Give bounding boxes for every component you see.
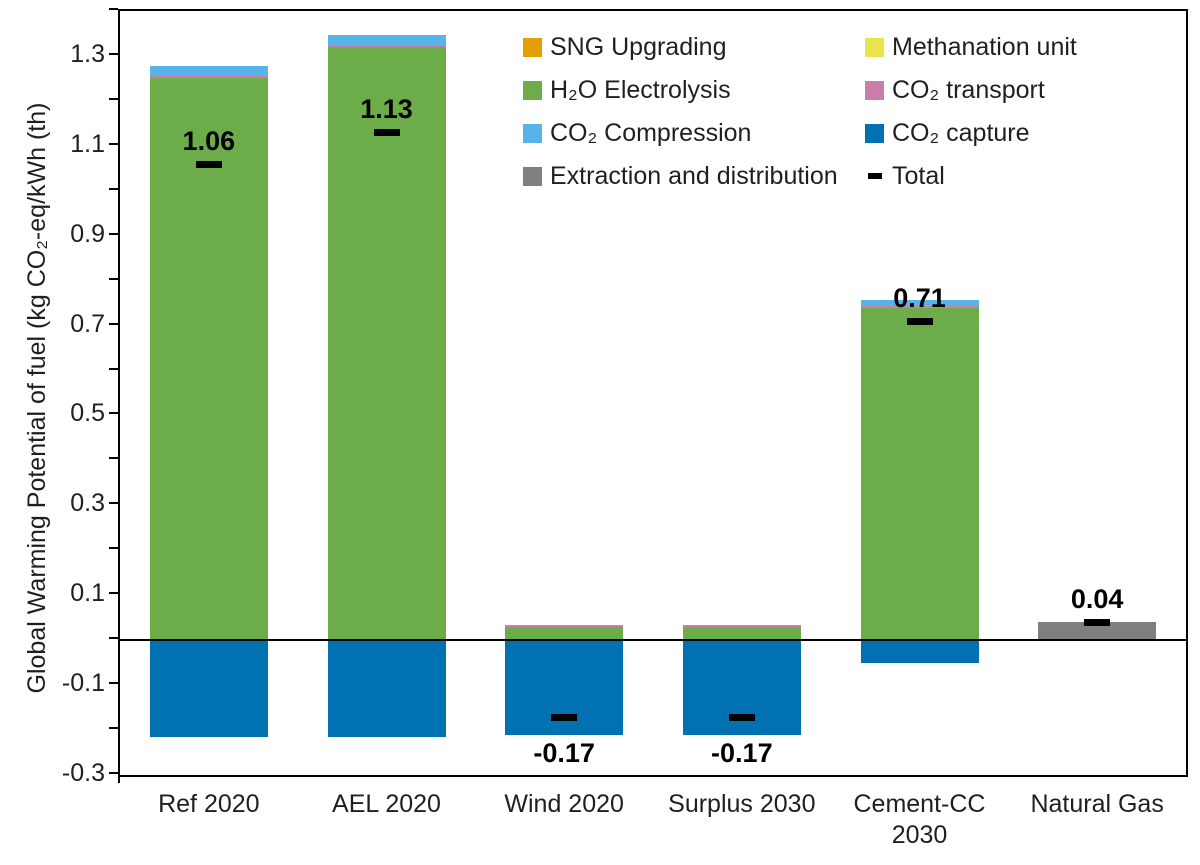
- y-axis-tick: [109, 187, 118, 190]
- y-axis-tick: [109, 547, 118, 550]
- y-axis-tick: [109, 682, 118, 685]
- co2-transport-segment: [149, 76, 268, 79]
- total-marker: [1084, 619, 1111, 627]
- co2-capture-segment: [149, 640, 268, 737]
- legend-label: CO₂ transport: [892, 75, 1045, 104]
- legend-label: Extraction and distribution: [550, 161, 838, 190]
- legend-item: Extraction and distribution: [523, 161, 838, 191]
- legend-item: CO₂ transport: [865, 75, 1077, 105]
- legend-label: CO₂ capture: [892, 118, 1030, 147]
- legend-column: Methanation unit CO₂ transport CO₂ capture…: [865, 32, 1077, 204]
- legend-label: Methanation unit: [892, 32, 1077, 61]
- y-tick-label: 0.7: [70, 309, 105, 338]
- total-marker: [195, 160, 222, 168]
- total-dash-icon: [868, 173, 882, 179]
- legend-item: CO₂ capture: [865, 118, 1077, 148]
- plot-area: 1.3 1.1 0.9 0.7 0.5 0.3 0.1 -0.1 -0.3 1.06 1.13 -0.…: [62, 8, 1188, 787]
- x-axis-label: Ref 2020: [158, 790, 260, 818]
- co2-compression-segment: [327, 34, 446, 45]
- y-tick-label: 0.5: [70, 399, 105, 428]
- total-value-label: 1.13: [360, 94, 413, 125]
- y-axis-tick: [109, 8, 118, 10]
- co2-compression-segment: [149, 66, 268, 77]
- h2o-electrolysis-segment: [860, 307, 979, 641]
- zero-line: [120, 639, 1186, 642]
- h2o-electrolysis-segment: [682, 626, 801, 641]
- y-axis-tick: [109, 142, 118, 145]
- h2o-electrolysis-segment: [149, 78, 268, 641]
- y-tick-label: 0.9: [70, 219, 105, 248]
- legend-item: H₂O Electrolysis: [523, 75, 838, 105]
- total-value-label: -0.17: [711, 737, 773, 768]
- total-value-label: 1.06: [182, 125, 236, 156]
- y-axis-tick: [109, 637, 118, 640]
- h2o-electrolysis-segment: [505, 626, 624, 641]
- co2-compression-segment: [860, 299, 979, 306]
- y-tick-label: -0.1: [61, 669, 105, 698]
- legend-item: Methanation unit: [865, 32, 1077, 62]
- x-axis-label: Wind 2020: [504, 790, 624, 818]
- y-tick-label: -0.3: [61, 759, 105, 787]
- x-axis-label: Cement-CC 2030: [853, 790, 986, 849]
- y-tick-label: 0.1: [70, 579, 105, 608]
- co2-transport-segment: [327, 44, 446, 47]
- legend-label: H₂O Electrolysis: [550, 75, 731, 104]
- y-axis-tick: [109, 52, 118, 55]
- legend-label: Total: [892, 161, 945, 190]
- y-axis-tick: [109, 232, 118, 235]
- y-axis-tick: [109, 322, 118, 325]
- legend-swatch-icon: [523, 123, 542, 143]
- legend-item: SNG Upgrading: [523, 32, 838, 62]
- y-axis-tick: [109, 772, 118, 774]
- total-value-label: 0.04: [1070, 584, 1124, 615]
- total-value-label: -0.17: [533, 737, 595, 768]
- legend-column: SNG Upgrading H₂O Electrolysis CO₂ Compres…: [523, 32, 838, 204]
- total-marker: [373, 129, 400, 137]
- y-axis-tick: [109, 277, 118, 280]
- y-axis-tick: [109, 457, 118, 460]
- legend-swatch-icon: [865, 37, 884, 57]
- legend-label: SNG Upgrading: [550, 32, 727, 61]
- legend-item: Total: [865, 161, 1077, 191]
- co2-transport-segment: [860, 305, 979, 308]
- x-axis-label: AEL 2020: [332, 790, 441, 818]
- y-axis-tick: [109, 97, 118, 100]
- extraction-and-distribution-segment: [1038, 622, 1157, 641]
- x-axis-corner-tick: [118, 775, 120, 783]
- total-marker: [728, 713, 755, 721]
- x-axis-label: Natural Gas: [1030, 790, 1164, 818]
- legend-swatch-icon: [865, 80, 884, 100]
- y-axis-tick: [109, 502, 118, 505]
- co2-capture-segment: [860, 640, 979, 663]
- legend-label: CO₂ Compression: [550, 118, 752, 147]
- total-marker: [906, 318, 933, 326]
- legend-swatch-icon: [523, 37, 542, 57]
- y-axis-tick: [109, 592, 118, 595]
- legend-swatch-icon: [523, 166, 542, 186]
- co2-transport-segment: [505, 624, 624, 627]
- total-value-label: 0.71: [893, 283, 946, 314]
- co2-capture-segment: [327, 640, 446, 737]
- x-axis-label: Surplus 2030: [668, 790, 816, 818]
- total-marker: [551, 713, 578, 721]
- y-axis-tick: [109, 727, 118, 730]
- y-tick-label: 0.3: [70, 489, 105, 518]
- legend-swatch-icon: [865, 123, 884, 143]
- h2o-electrolysis-segment: [327, 46, 446, 641]
- co2-transport-segment: [682, 624, 801, 627]
- y-axis-tick: [109, 412, 118, 415]
- y-tick-label: 1.3: [70, 39, 105, 68]
- y-tick-label: 1.1: [70, 129, 105, 158]
- legend-item: CO₂ Compression: [523, 118, 838, 148]
- legend-swatch-icon: [523, 80, 542, 100]
- y-axis-tick: [109, 367, 118, 370]
